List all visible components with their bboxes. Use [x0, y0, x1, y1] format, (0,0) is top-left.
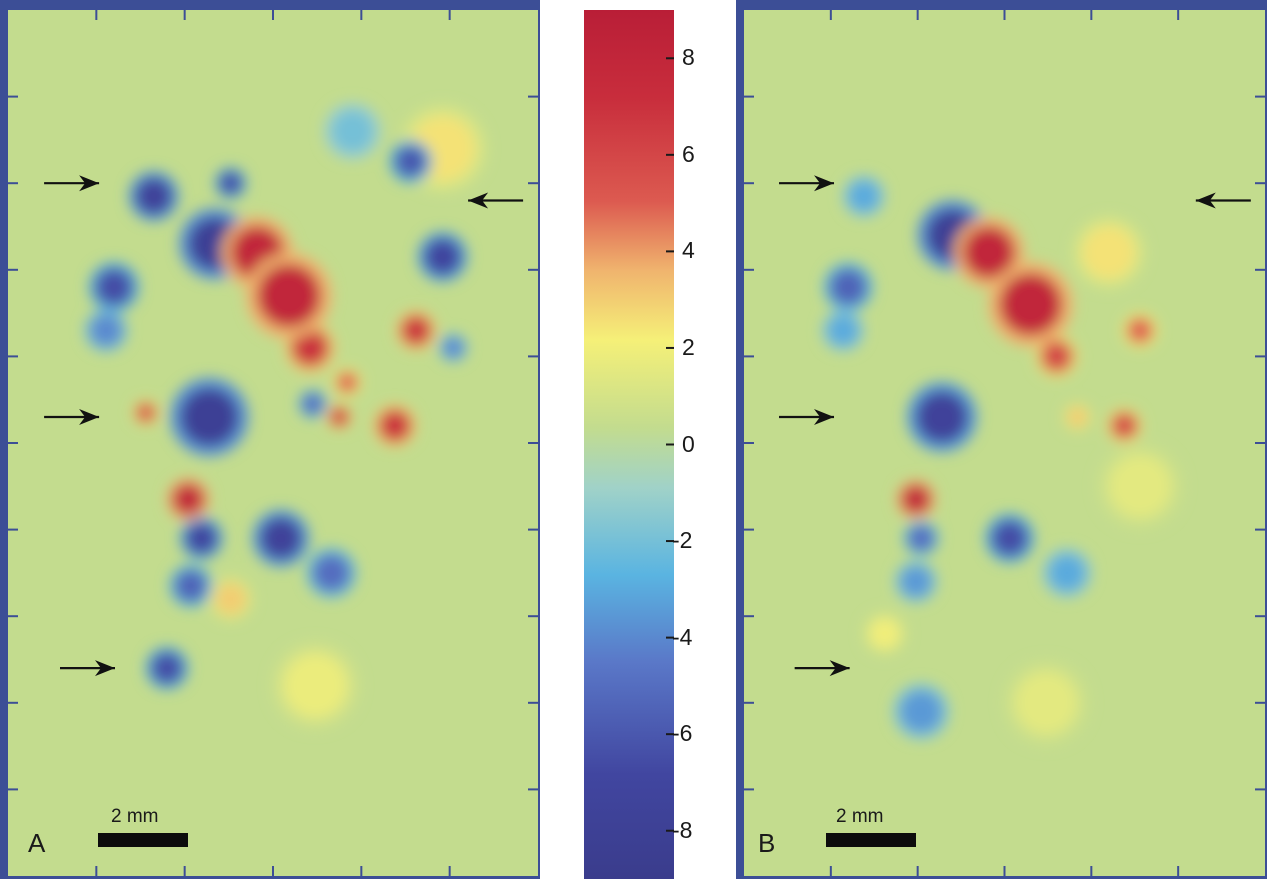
positive-blob — [401, 315, 431, 346]
negative-blob — [900, 565, 932, 598]
heatmap-panel-a: A 2 mm — [0, 0, 540, 879]
scale-bar-b — [826, 833, 916, 847]
positive-blob — [1111, 412, 1138, 439]
negative-blob — [135, 177, 173, 215]
negative-blob — [827, 314, 859, 347]
negative-blob — [90, 314, 122, 347]
positive-blob — [901, 484, 931, 514]
heatmap-panel-b: B 2 mm — [736, 0, 1267, 879]
panel-label-b: B — [758, 828, 776, 858]
positive-blob — [1014, 671, 1078, 735]
arrow-marker — [779, 409, 835, 426]
arrow-marker — [44, 409, 100, 426]
arrow-marker — [468, 192, 524, 209]
positive-blob — [1067, 406, 1088, 428]
negative-blob — [394, 145, 427, 178]
heatmap-background — [744, 10, 1265, 876]
negative-blob — [829, 268, 867, 306]
negative-blob — [218, 171, 243, 195]
negative-blob — [900, 690, 942, 733]
positive-blob — [336, 371, 358, 393]
positive-blob — [283, 653, 348, 718]
negative-blob — [95, 268, 133, 306]
scale-bar-a — [98, 833, 188, 847]
colorbar-tick-label: 8 — [682, 44, 695, 71]
negative-blob — [1048, 554, 1086, 592]
colorbar-tick-label: -2 — [672, 527, 693, 554]
arrow-marker — [1195, 192, 1251, 209]
positive-blob — [999, 273, 1062, 336]
negative-blob — [331, 110, 374, 153]
colorbar-tick-label: 2 — [682, 333, 695, 360]
colorbar-tick-label: 0 — [682, 430, 695, 457]
negative-blob — [151, 652, 183, 685]
positive-blob — [869, 617, 901, 650]
colorbar-tick-label: 6 — [682, 140, 695, 167]
arrow-marker — [794, 660, 850, 677]
negative-blob — [312, 554, 350, 592]
colorbar-tick-label: -8 — [672, 816, 693, 843]
negative-blob — [991, 520, 1028, 557]
negative-blob — [908, 525, 935, 552]
arrow-marker — [60, 660, 115, 677]
positive-blob — [1108, 455, 1172, 518]
colorbar-tick-label: 4 — [682, 237, 695, 264]
negative-blob — [174, 569, 207, 602]
positive-blob — [257, 263, 321, 328]
negative-blob — [180, 387, 239, 447]
colorbar — [584, 10, 674, 879]
positive-blob — [291, 329, 329, 367]
negative-blob — [259, 517, 303, 560]
negative-blob — [302, 393, 324, 415]
positive-blob — [962, 226, 1015, 279]
heatmap-a-plot — [8, 10, 538, 876]
positive-blob — [1082, 226, 1135, 279]
negative-blob — [848, 180, 880, 212]
negative-blob — [915, 390, 969, 444]
colorbar-fill — [584, 10, 674, 879]
positive-blob — [172, 483, 205, 516]
arrow-marker — [44, 175, 100, 192]
negative-blob — [185, 522, 218, 555]
scale-bar-label-a: 2 mm — [111, 806, 159, 827]
negative-blob — [442, 337, 464, 359]
positive-blob — [329, 407, 349, 427]
positive-blob — [136, 403, 156, 423]
scale-bar-label-b: 2 mm — [836, 806, 884, 827]
heatmap-b-plot — [744, 10, 1265, 876]
colorbar-tick-label: -6 — [672, 720, 693, 747]
positive-blob — [1040, 340, 1073, 373]
panel-label-a: A — [28, 828, 46, 858]
positive-blob — [1126, 317, 1153, 344]
arrow-marker — [779, 175, 835, 192]
positive-blob — [214, 582, 247, 615]
negative-blob — [424, 238, 462, 276]
colorbar-tick-label: -4 — [672, 623, 693, 650]
positive-blob — [379, 409, 411, 442]
colorbar-gradient — [584, 10, 674, 879]
